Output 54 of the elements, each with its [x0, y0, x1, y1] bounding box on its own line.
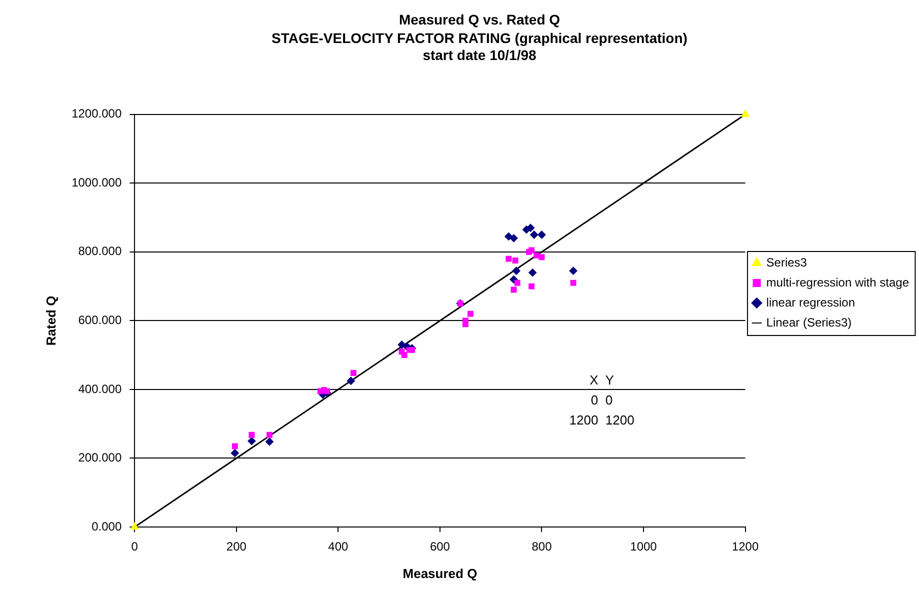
- point: [232, 443, 238, 450]
- point: [398, 340, 406, 349]
- x-tick-label: 400: [328, 540, 349, 554]
- point: [512, 266, 520, 275]
- y-tick-label: 1200.000: [72, 106, 122, 121]
- point: [526, 224, 535, 232]
- point: [514, 280, 520, 286]
- x-tick-label: 0: [131, 540, 138, 554]
- point: [538, 254, 545, 260]
- point: [230, 449, 239, 458]
- y-axis-title: Rated Q: [43, 296, 58, 346]
- x-tick-label: 800: [532, 540, 552, 554]
- chart-subtitle: STAGE-VELOCITY FACTOR RATING (graphical representation) start date 10/1/98: [272, 30, 688, 63]
- y-tick-label: 400.000: [78, 382, 122, 396]
- point: [512, 258, 518, 264]
- chart-title: Measured Q vs. Rated Q: [398, 11, 560, 28]
- legend-label: Series3: [766, 255, 808, 270]
- y-tick-label: 600.000: [78, 313, 122, 328]
- x-axis-title: Measured Q: [402, 566, 478, 581]
- point: [401, 352, 408, 358]
- point: [324, 388, 330, 394]
- x-tick-label: 200: [226, 540, 247, 554]
- point: [248, 437, 256, 446]
- y-tick-label: 0.000: [92, 519, 122, 534]
- point: [506, 256, 512, 262]
- legend-label: Linear (Series3): [766, 315, 852, 330]
- point: [528, 283, 535, 290]
- point: [569, 266, 578, 275]
- point: [570, 280, 576, 286]
- annotation: X Y 0 0 1200 1200: [569, 372, 634, 428]
- point: [530, 230, 538, 239]
- point: [741, 110, 750, 117]
- x-tick-label: 1000: [630, 540, 658, 554]
- point: [346, 376, 355, 385]
- point: [266, 432, 272, 438]
- point: [350, 370, 356, 376]
- point: [409, 346, 415, 353]
- point: [468, 310, 474, 317]
- point: [462, 318, 468, 324]
- point: [528, 247, 535, 254]
- point: [504, 232, 513, 240]
- x-tick-label: 600: [430, 540, 450, 554]
- legend-label: multi-regression with stage: [766, 275, 910, 290]
- legend-label: linear regression: [766, 295, 855, 310]
- point: [266, 438, 274, 446]
- point: [538, 230, 546, 239]
- point: [528, 268, 537, 277]
- y-tick-label: 800.000: [78, 244, 122, 258]
- y-tick-label: 200.000: [78, 450, 122, 465]
- point: [534, 252, 540, 258]
- x-tick-label: 1200: [732, 540, 759, 554]
- point: [248, 432, 255, 438]
- y-tick-label: 1000.000: [72, 175, 122, 190]
- point: [510, 234, 518, 242]
